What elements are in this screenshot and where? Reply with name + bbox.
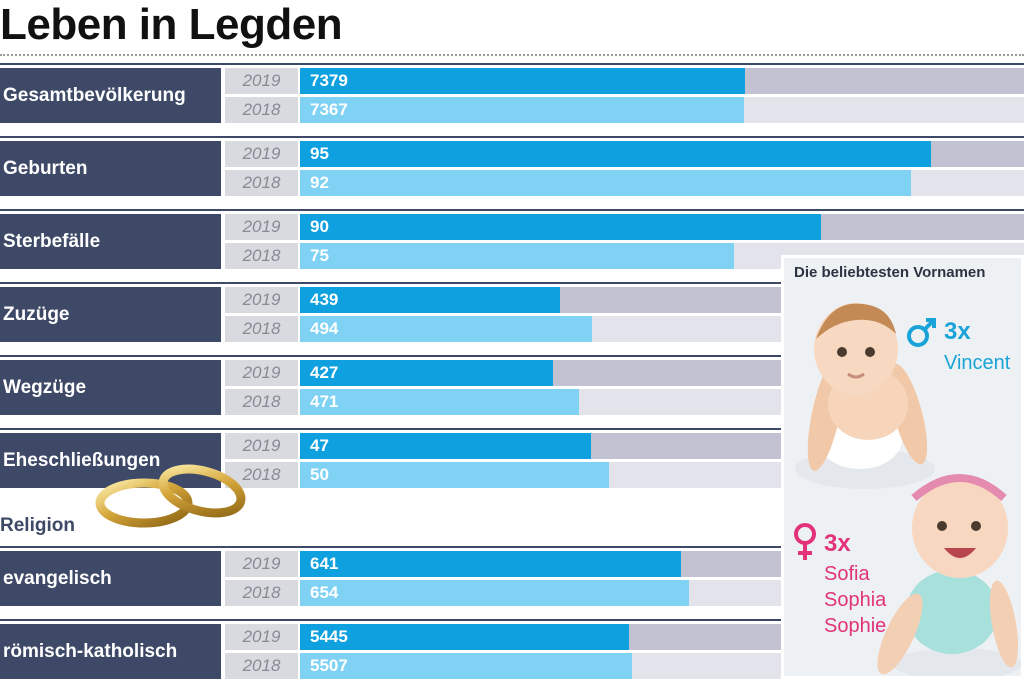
- year-label: 2019: [225, 68, 298, 94]
- bar-2018: [300, 653, 632, 679]
- year-label: 2018: [225, 97, 298, 123]
- value-label: 7379: [310, 71, 348, 90]
- category-label: Zuzüge: [0, 287, 221, 342]
- year-label: 2019: [225, 287, 298, 313]
- category-label: Geburten: [0, 141, 221, 196]
- bar-2018: [300, 389, 579, 415]
- bar-2018: [300, 243, 734, 269]
- boy-name-count: 3x: [944, 318, 971, 345]
- bar-2018: [300, 97, 744, 123]
- value-label: 75: [310, 246, 329, 265]
- baby-girl-image: [877, 474, 1021, 676]
- girl-name: Sophia: [824, 589, 887, 611]
- group-divider: [0, 209, 1024, 211]
- bar-2019: [300, 214, 821, 240]
- category-label: römisch-katholisch: [0, 624, 221, 679]
- year-label: 2019: [225, 551, 298, 577]
- year-label: 2019: [225, 433, 298, 459]
- value-label: 47: [310, 436, 329, 455]
- year-label: 2018: [225, 580, 298, 606]
- year-label: 2018: [225, 170, 298, 196]
- year-label: 2018: [225, 243, 298, 269]
- category-label: Gesamtbevölkerung: [0, 68, 221, 123]
- year-label: 2019: [225, 141, 298, 167]
- bar-2019: [300, 551, 681, 577]
- value-label: 439: [310, 290, 339, 309]
- category-label: Sterbefälle: [0, 214, 221, 269]
- value-label: 90: [310, 217, 329, 236]
- category-label: evangelisch: [0, 551, 221, 606]
- value-label: 7367: [310, 100, 348, 119]
- value-label: 471: [310, 392, 339, 411]
- group-divider: [0, 355, 1024, 357]
- year-label: 2019: [225, 214, 298, 240]
- value-label: 494: [310, 319, 339, 338]
- bar-2018: [300, 316, 592, 342]
- girl-name-count: 3x: [824, 530, 851, 557]
- value-label: 92: [310, 173, 329, 192]
- bar-2019: [300, 141, 931, 167]
- popular-names-title: Die beliebtesten Vornamen: [794, 264, 986, 281]
- bar-2019: [300, 624, 629, 650]
- baby-boy-image: [795, 303, 935, 489]
- male-symbol-icon: [907, 318, 936, 347]
- girl-name: Sophie: [824, 615, 887, 637]
- year-label: 2019: [225, 360, 298, 386]
- popular-names-panel: Die beliebtesten Vornamen 3x Vincent 3x …: [781, 255, 1024, 679]
- bar-2019: [300, 68, 745, 94]
- bar-2018: [300, 462, 609, 488]
- value-label: 5507: [310, 656, 348, 675]
- page-title: Leben in Legden: [0, 0, 343, 49]
- bar-2018: [300, 580, 689, 606]
- bar-2019: [300, 433, 591, 459]
- value-label: 427: [310, 363, 339, 382]
- value-label: 95: [310, 144, 329, 163]
- category-label: Eheschließungen: [0, 433, 221, 488]
- year-label: 2018: [225, 653, 298, 679]
- value-label: 5445: [310, 627, 348, 646]
- year-label: 2018: [225, 389, 298, 415]
- bar-2018: [300, 170, 911, 196]
- bar-2019: [300, 360, 553, 386]
- bar-2019: [300, 287, 560, 313]
- year-label: 2019: [225, 624, 298, 650]
- section-label-religion: Religion: [0, 515, 75, 536]
- female-symbol-icon: [794, 523, 816, 560]
- boy-name: Vincent: [944, 352, 1011, 374]
- group-divider: [0, 136, 1024, 138]
- girl-name: Sofia: [824, 563, 870, 585]
- year-label: 2018: [225, 316, 298, 342]
- value-label: 654: [310, 583, 339, 602]
- group-divider: [0, 282, 1024, 284]
- group-divider: [0, 63, 1024, 65]
- category-label: Wegzüge: [0, 360, 221, 415]
- group-divider: [0, 546, 1024, 548]
- group-divider: [0, 428, 1024, 430]
- value-label: 641: [310, 554, 339, 573]
- value-label: 50: [310, 465, 329, 484]
- wedding-rings-icon: [95, 464, 246, 528]
- group-divider: [0, 619, 1024, 621]
- title-divider: [0, 54, 1024, 56]
